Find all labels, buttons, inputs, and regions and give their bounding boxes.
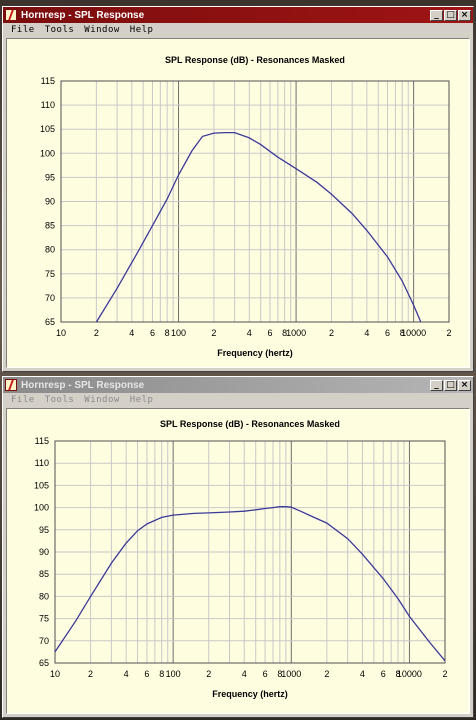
y-tick-label: 75 [39, 614, 49, 624]
y-tick-label: 100 [34, 503, 49, 513]
x-axis-label: Frequency (hertz) [217, 348, 293, 358]
x-axis-label: Frequency (hertz) [212, 689, 288, 699]
window-title: Hornresp - SPL Response [21, 379, 145, 391]
x-tick-label: 4 [364, 328, 369, 338]
spl-response-window-inactive[interactable]: Hornresp - SPL Response _ □ × File Tools… [2, 376, 474, 718]
maximize-button[interactable]: □ [444, 9, 457, 21]
chart-panel: SPL Response (dB) - Resonances Masked 115… [6, 408, 470, 714]
y-tick-label: 105 [40, 124, 55, 134]
chart-title: SPL Response (dB) - Resonances Masked [160, 419, 340, 429]
spl-chart: SPL Response (dB) - Resonances Masked 115… [40, 55, 452, 358]
x-tick-label: 8 [277, 669, 282, 679]
x-tick-label: 2 [206, 669, 211, 679]
y-tick-label: 85 [45, 221, 55, 231]
close-icon: × [460, 379, 469, 390]
spl-chart: SPL Response (dB) - Resonances Masked 115… [34, 419, 448, 699]
maximize-icon: □ [446, 9, 455, 20]
close-button[interactable]: × [458, 9, 471, 21]
x-tick-label: 2 [329, 328, 334, 338]
x-tick-label: 4 [124, 669, 129, 679]
y-tick-label: 95 [45, 172, 55, 182]
minimize-button[interactable]: _ [430, 9, 443, 21]
x-tick-label: 2 [94, 328, 99, 338]
x-tick-label: 2 [88, 669, 93, 679]
x-tick-label: 6 [385, 328, 390, 338]
close-icon: × [460, 9, 469, 20]
y-tick-label: 115 [41, 76, 55, 86]
menu-file[interactable]: File [11, 25, 35, 35]
menu-tools[interactable]: Tools [44, 395, 75, 405]
menu-window[interactable]: Window [84, 395, 120, 405]
minimize-button[interactable]: _ [430, 379, 443, 391]
plot-frame [54, 440, 446, 664]
menu-help[interactable]: Help [129, 25, 154, 35]
x-tick-label: 4 [242, 669, 247, 679]
chart-title: SPL Response (dB) - Resonances Masked [165, 55, 345, 65]
x-tick-label: 10000 [401, 328, 426, 338]
menu-window[interactable]: Window [84, 25, 120, 35]
y-tick-label: 95 [39, 525, 49, 535]
y-tick-label: 115 [35, 436, 49, 446]
title-bar[interactable]: Hornresp - SPL Response _ □ × [3, 7, 473, 23]
x-tick-label: 8 [159, 669, 164, 679]
title-bar[interactable]: Hornresp - SPL Response _ □ × [3, 377, 473, 393]
x-tick-label: 6 [144, 669, 149, 679]
x-tick-label: 4 [129, 328, 134, 338]
y-tick-label: 85 [39, 569, 49, 579]
y-tick-label: 100 [40, 148, 55, 158]
y-tick-label: 80 [45, 245, 55, 255]
menu-bar: File Tools Window Help [3, 393, 473, 407]
hornresp-app-icon[interactable] [5, 379, 17, 391]
x-tick-label: 6 [150, 328, 155, 338]
x-tick-label: 2 [324, 669, 329, 679]
y-tick-label: 70 [45, 293, 55, 303]
maximize-icon: □ [446, 379, 455, 390]
x-tick-label: 6 [267, 328, 272, 338]
close-button[interactable]: × [458, 379, 471, 391]
window-title: Hornresp - SPL Response [21, 9, 145, 21]
y-tick-label: 75 [45, 269, 55, 279]
x-tick-label: 2 [442, 669, 447, 679]
x-tick-label: 8 [400, 328, 405, 338]
plot-frame [60, 80, 450, 323]
y-tick-label: 110 [35, 458, 49, 468]
x-tick-label: 6 [263, 669, 268, 679]
x-tick-label: 2 [211, 328, 216, 338]
y-tick-label: 80 [39, 591, 49, 601]
y-tick-label: 90 [39, 547, 49, 557]
y-tick-label: 105 [34, 480, 49, 490]
spl-response-window[interactable]: Hornresp - SPL Response _ □ × File Tools… [2, 6, 474, 372]
maximize-button[interactable]: □ [444, 379, 457, 391]
x-tick-label: 4 [360, 669, 365, 679]
x-tick-label: 10 [56, 328, 66, 338]
y-tick-label: 90 [45, 197, 55, 207]
x-tick-label: 1000 [286, 328, 306, 338]
y-tick-label: 65 [45, 317, 55, 327]
chart-panel: SPL Response (dB) - Resonances Masked 115… [6, 38, 470, 368]
hornresp-app-icon[interactable] [5, 9, 17, 21]
spl-response-curve [95, 131, 422, 323]
x-tick-label: 8 [282, 328, 287, 338]
x-tick-label: 100 [171, 328, 186, 338]
y-tick-label: 65 [39, 658, 49, 668]
menu-file[interactable]: File [11, 395, 35, 405]
spl-response-curve [54, 506, 446, 662]
y-tick-label: 110 [41, 100, 55, 110]
x-tick-label: 2 [446, 328, 451, 338]
x-tick-label: 8 [165, 328, 170, 338]
x-tick-label: 8 [395, 669, 400, 679]
x-tick-label: 4 [247, 328, 252, 338]
menu-bar: File Tools Window Help [3, 23, 473, 37]
x-tick-label: 1000 [281, 669, 301, 679]
x-tick-label: 6 [381, 669, 386, 679]
x-tick-label: 100 [166, 669, 181, 679]
minimize-icon: _ [434, 379, 439, 390]
menu-tools[interactable]: Tools [44, 25, 75, 35]
x-tick-label: 10 [50, 669, 60, 679]
minimize-icon: _ [434, 9, 439, 20]
y-tick-label: 70 [39, 636, 49, 646]
menu-help[interactable]: Help [129, 395, 154, 405]
x-tick-label: 10000 [397, 669, 422, 679]
